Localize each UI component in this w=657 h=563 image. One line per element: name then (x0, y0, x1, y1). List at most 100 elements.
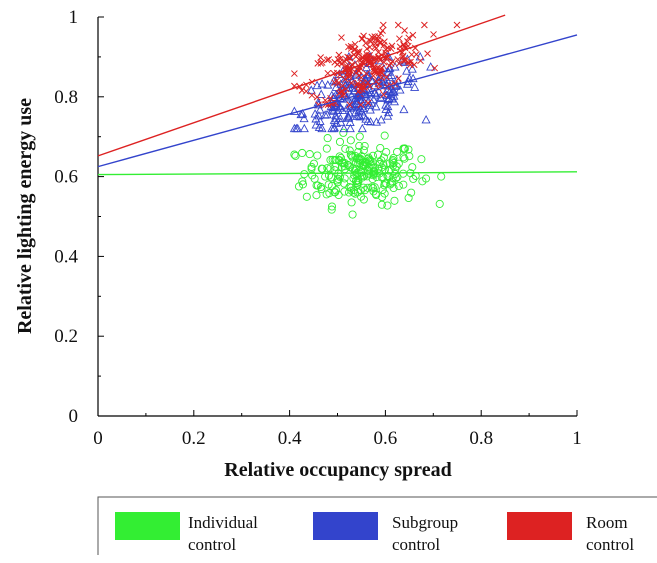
data-point-individual (399, 144, 408, 153)
data-point-subgroup (314, 122, 324, 131)
data-point-room (351, 46, 358, 54)
data-point-room (417, 57, 424, 65)
data-point-room (339, 82, 346, 90)
data-point-individual (369, 171, 378, 180)
data-point-subgroup (352, 96, 362, 105)
data-point-room (338, 87, 346, 95)
data-point-room (453, 21, 461, 29)
data-point-room (323, 56, 331, 64)
data-point-room (379, 21, 387, 29)
fit-line-circle (97, 171, 578, 176)
y-tick-label: 0.8 (54, 87, 78, 108)
data-point-subgroup (383, 111, 393, 120)
data-point-subgroup (385, 86, 395, 96)
data-point-subgroup (313, 99, 323, 109)
data-point-individual (375, 160, 384, 169)
data-point-individual (346, 136, 355, 145)
data-point-subgroup (306, 85, 316, 94)
data-point-room (377, 65, 384, 73)
data-point-individual (340, 158, 349, 167)
legend-swatch (507, 512, 572, 540)
data-point-room (405, 34, 413, 42)
data-point-individual (298, 148, 307, 158)
data-point-room (380, 91, 388, 98)
data-point-room (302, 87, 310, 95)
y-tick-label: 0.2 (54, 326, 78, 347)
data-point-subgroup (357, 123, 367, 133)
data-point-subgroup (331, 118, 342, 127)
data-point-individual (361, 158, 371, 167)
data-point-subgroup (335, 113, 345, 123)
data-point-individual (399, 153, 408, 162)
data-point-individual (324, 180, 333, 189)
data-point-room (382, 49, 389, 57)
data-point-individual (407, 188, 416, 197)
data-point-subgroup (299, 113, 309, 123)
data-point-individual (349, 188, 358, 197)
data-point-individual (325, 189, 334, 198)
data-point-individual (312, 191, 321, 200)
y-tick-label: 0.4 (54, 246, 78, 267)
data-point-individual (307, 162, 316, 172)
data-point-individual (388, 177, 397, 186)
legend-label: Room control (586, 513, 634, 554)
data-point-subgroup (354, 110, 364, 119)
data-point-subgroup (362, 69, 372, 78)
data-point-individual (327, 202, 337, 211)
data-point-individual (324, 171, 334, 180)
data-point-individual (335, 152, 344, 161)
data-point-individual (377, 200, 386, 209)
data-point-subgroup (386, 70, 397, 79)
data-point-subgroup (383, 101, 393, 111)
data-point-subgroup (331, 110, 341, 120)
data-point-room (345, 71, 353, 79)
data-point-subgroup (344, 113, 354, 122)
data-point-subgroup (366, 117, 376, 126)
data-point-subgroup (315, 105, 325, 114)
data-point-room (308, 91, 316, 99)
data-point-individual (291, 151, 300, 160)
data-point-room (431, 64, 439, 72)
data-point-room (355, 48, 363, 55)
data-point-subgroup (316, 89, 326, 98)
y-tick-label: 0.6 (54, 167, 78, 188)
data-points (289, 21, 461, 219)
data-point-individual (351, 189, 360, 198)
data-point-individual (341, 144, 350, 153)
data-point-individual (322, 144, 331, 153)
data-point-individual (327, 205, 336, 214)
data-point-individual (371, 189, 380, 198)
data-point-room (336, 59, 343, 66)
data-point-subgroup (327, 105, 337, 114)
data-point-subgroup (322, 109, 332, 119)
data-point-subgroup (386, 89, 396, 98)
data-point-room (364, 55, 371, 62)
legend: Individual control Subgroup control Room cont… (97, 496, 657, 555)
data-point-subgroup (314, 110, 324, 120)
data-point-room (366, 82, 374, 90)
data-point-room (317, 54, 324, 61)
legend-swatch (313, 512, 378, 540)
data-point-room (333, 77, 341, 84)
data-point-room (370, 68, 378, 76)
data-point-room (341, 58, 349, 65)
data-point-subgroup (352, 111, 362, 120)
data-point-individual (377, 173, 386, 182)
data-point-individual (328, 155, 337, 164)
data-point-room (314, 60, 322, 67)
data-point-subgroup (389, 87, 399, 96)
data-point-individual (290, 150, 299, 159)
data-point-room (396, 35, 403, 43)
data-point-room (317, 60, 325, 67)
data-point-subgroup (317, 79, 327, 88)
data-point-individual (318, 164, 327, 173)
data-point-room (358, 35, 366, 43)
data-point-room (357, 101, 365, 109)
data-point-individual (379, 160, 388, 169)
data-point-room (363, 70, 370, 78)
data-point-individual (323, 134, 332, 143)
data-point-individual (393, 147, 402, 156)
data-point-individual (388, 173, 397, 182)
data-point-room (338, 34, 345, 41)
data-point-individual (380, 181, 389, 190)
